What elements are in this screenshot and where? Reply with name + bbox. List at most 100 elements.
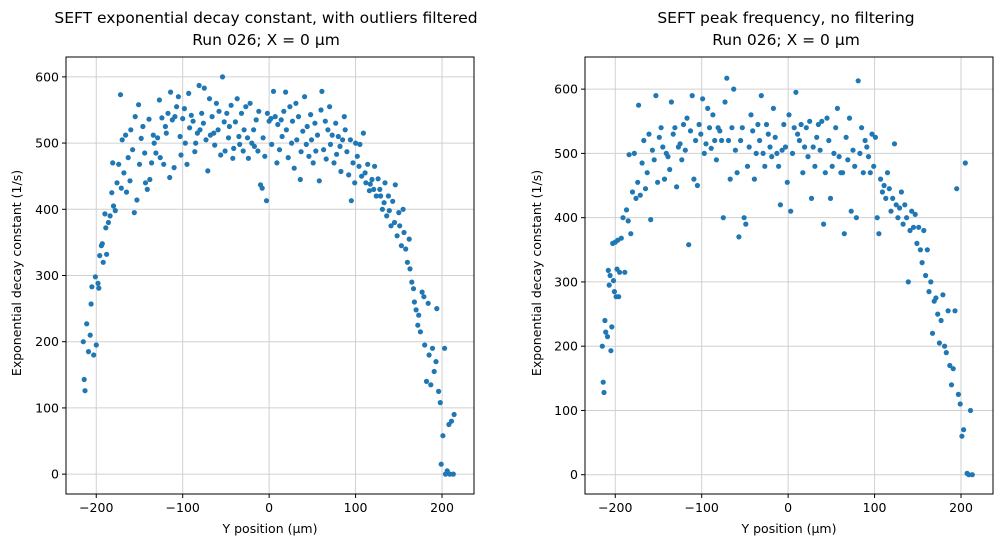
data-point: [720, 215, 726, 221]
data-point: [776, 163, 782, 169]
data-point: [746, 144, 752, 150]
data-point: [388, 223, 394, 229]
data-point: [601, 389, 607, 396]
data-point: [409, 279, 415, 285]
data-point: [182, 140, 188, 146]
data-point: [178, 152, 184, 158]
data-point: [118, 185, 124, 191]
x-tick-label: 100: [344, 500, 368, 515]
data-point: [779, 147, 785, 153]
data-point: [341, 114, 347, 120]
data-point: [321, 147, 327, 153]
data-point: [367, 181, 373, 187]
chart-left: SEFT exponential decay constant, with ou…: [9, 9, 478, 536]
data-point: [401, 229, 407, 236]
data-point: [279, 133, 285, 140]
data-point: [114, 180, 120, 186]
data-point: [942, 343, 948, 349]
data-point: [815, 121, 822, 128]
data-point: [327, 104, 333, 110]
data-point: [302, 94, 308, 100]
data-point: [352, 180, 358, 186]
data-point: [222, 148, 228, 154]
data-point: [378, 193, 384, 199]
data-point: [119, 137, 125, 143]
data-point: [700, 96, 706, 102]
data-point: [333, 120, 339, 126]
data-point: [862, 137, 868, 144]
data-point: [763, 121, 770, 128]
data-point: [259, 185, 265, 191]
data-point: [371, 186, 377, 192]
data-point: [869, 131, 875, 137]
data-point: [109, 190, 115, 196]
data-point: [87, 332, 93, 338]
data-point: [92, 274, 98, 280]
data-point: [907, 227, 913, 234]
data-point: [691, 176, 697, 182]
data-point: [886, 186, 892, 192]
data-point: [150, 132, 156, 138]
data-point: [159, 115, 165, 121]
data-point: [423, 378, 430, 384]
data-point: [369, 176, 375, 183]
data-point: [360, 130, 366, 136]
data-point: [921, 227, 927, 234]
data-point: [808, 195, 815, 201]
x-tick-label: 0: [784, 500, 792, 515]
data-point: [382, 180, 388, 186]
y-axis-label: Exponential decay constant (1/s): [529, 170, 544, 376]
data-point: [209, 114, 215, 120]
data-point: [713, 157, 720, 163]
data-point: [415, 322, 421, 328]
data-point: [293, 100, 299, 106]
data-point: [398, 243, 404, 249]
data-point: [218, 152, 224, 158]
data-point: [157, 155, 163, 161]
data-point: [850, 147, 856, 153]
data-point: [883, 195, 889, 201]
data-point: [945, 308, 951, 314]
data-point: [373, 193, 379, 199]
data-point: [846, 115, 853, 121]
data-point: [346, 172, 352, 178]
data-point: [385, 193, 391, 199]
data-point: [318, 107, 324, 113]
data-point: [798, 121, 804, 128]
chart-title: SEFT peak frequency, no filtering: [657, 9, 914, 27]
grid: [66, 57, 474, 494]
data-point: [192, 149, 198, 155]
y-tick-label: 400: [554, 210, 578, 225]
x-tick-label: −200: [598, 500, 632, 515]
data-point: [724, 75, 730, 81]
data-point: [132, 114, 138, 120]
data-point: [255, 148, 261, 154]
data-point: [641, 137, 647, 144]
data-point: [770, 105, 777, 111]
data-point: [407, 266, 413, 272]
data-point: [404, 259, 410, 265]
data-point: [969, 472, 975, 478]
data-point: [93, 342, 99, 348]
data-point: [186, 90, 192, 96]
x-ticks: −200 −100 0 100 200: [79, 494, 454, 515]
data-point: [323, 156, 329, 162]
data-point: [297, 176, 303, 183]
data-point: [228, 102, 234, 108]
data-point: [138, 135, 144, 141]
data-point: [331, 160, 337, 166]
data-point: [171, 165, 177, 171]
data-point: [419, 289, 425, 295]
data-point: [237, 141, 243, 147]
data-point: [260, 135, 266, 141]
data-point: [769, 154, 775, 160]
data-point: [219, 74, 226, 80]
data-point: [876, 231, 882, 237]
data-point: [232, 119, 238, 125]
data-point: [743, 221, 749, 227]
y-tick-label: 600: [554, 82, 578, 97]
data-point: [689, 93, 695, 99]
data-point: [95, 280, 101, 286]
data-point: [812, 163, 818, 169]
data-point: [637, 192, 643, 198]
